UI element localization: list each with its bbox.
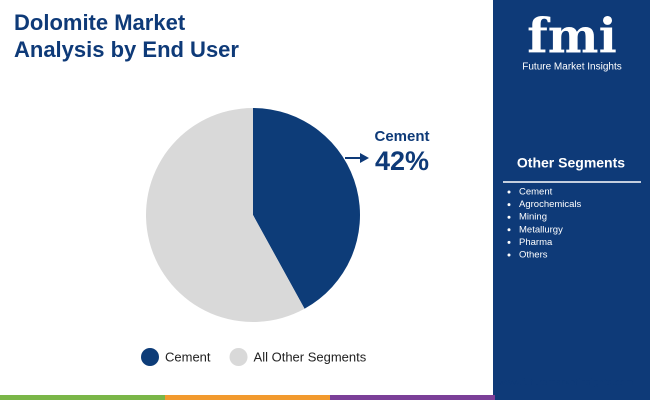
bullet — [507, 203, 511, 207]
segment-item: Others — [519, 250, 548, 261]
legend-label: Cement — [165, 349, 211, 364]
pie-slice — [145, 108, 305, 322]
strip — [0, 395, 165, 400]
annotation-category: Cement — [374, 128, 429, 145]
bullet — [507, 240, 511, 244]
segment-item: Agrochemicals — [519, 199, 582, 210]
legend-swatch — [141, 348, 159, 366]
arrow-head — [360, 153, 369, 163]
bullet — [507, 190, 511, 194]
strip — [495, 395, 650, 400]
logo: fmi — [527, 9, 617, 65]
bullet — [507, 228, 511, 232]
pie-slice — [253, 108, 360, 309]
brand-name: Future Market Insights — [522, 62, 621, 73]
bullet — [507, 215, 511, 219]
bullet — [507, 253, 511, 257]
segment-item: Mining — [519, 212, 547, 223]
strip — [165, 395, 330, 400]
legend-swatch — [229, 348, 248, 366]
data-label: 42% — [375, 146, 429, 176]
legend-label: All Other Segments — [254, 349, 367, 364]
side-panel — [493, 0, 650, 400]
strip — [330, 395, 495, 400]
panel-title: Other Segments — [517, 155, 625, 171]
segment-item: Pharma — [519, 237, 553, 248]
chart-title: Dolomite Market Analysis by End User — [14, 10, 239, 62]
segment-item: Cement — [519, 187, 553, 198]
segment-item: Metallurgy — [519, 224, 563, 235]
website: www.futuremarketinsights.com — [497, 378, 634, 389]
